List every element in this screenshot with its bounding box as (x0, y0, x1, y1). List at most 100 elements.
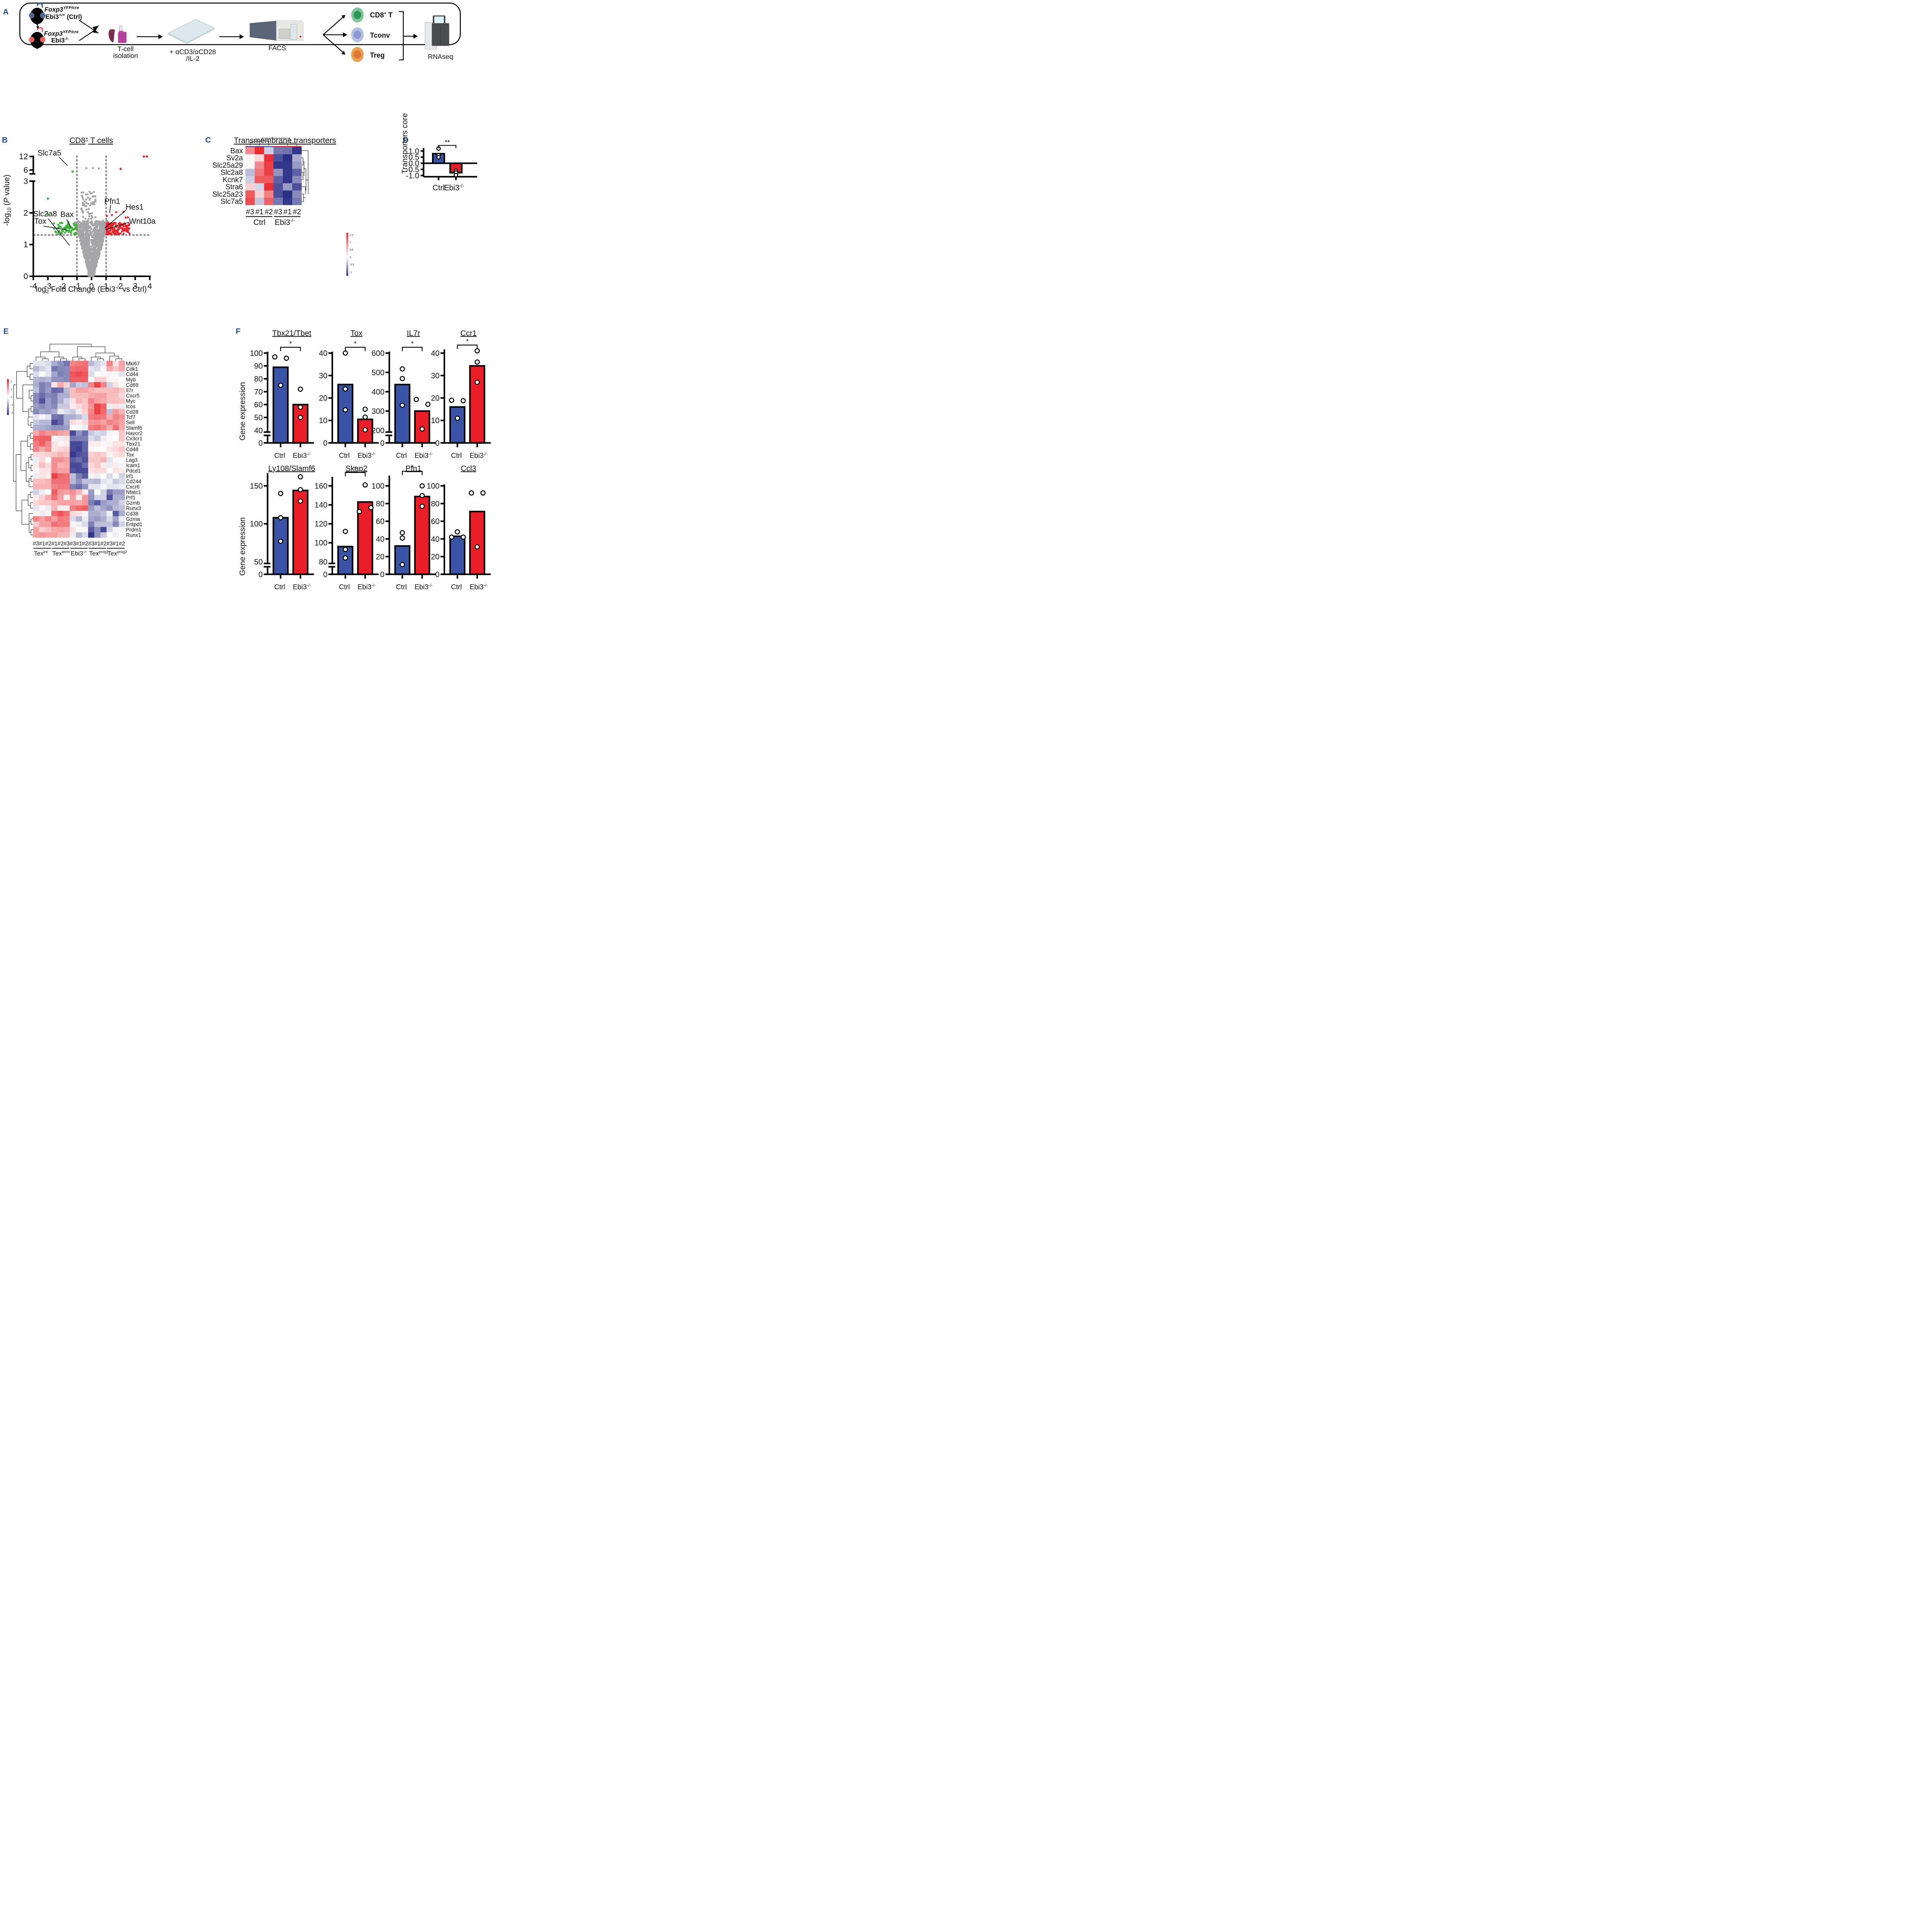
down-point (65, 227, 68, 230)
significance-label: * (354, 340, 357, 347)
heatmap-cell (106, 468, 113, 474)
y-tick-label: 50 (254, 558, 263, 566)
heatmap-cell (82, 527, 88, 532)
ns-point (88, 271, 90, 274)
ns-point (85, 250, 87, 252)
heatmap-cell (39, 420, 46, 425)
heatmap-cell (51, 398, 58, 404)
heatmap-cell (245, 147, 255, 155)
heatmap-cell (70, 511, 76, 517)
heatmap-cell (106, 511, 113, 517)
ns-point (95, 245, 97, 247)
up-point (126, 225, 128, 228)
ns-point (78, 233, 80, 236)
heatmap-cell (94, 516, 101, 522)
heatmap-cell (45, 425, 52, 431)
ns-point (92, 203, 94, 205)
ns-point (88, 199, 91, 201)
down-point (71, 228, 74, 231)
heatmap-cell (51, 430, 58, 436)
column-label: #1 (51, 541, 58, 547)
heatmap-cell (119, 516, 125, 522)
heatmap-cell (33, 500, 39, 506)
ns-point (86, 226, 88, 228)
heatmap-cell (100, 516, 107, 522)
heatmap-cell (100, 435, 107, 441)
heatmap-cell (33, 366, 39, 372)
data-point (400, 562, 405, 567)
heatmap-cell (70, 484, 76, 490)
heatmap-cell (88, 500, 95, 506)
heatmap-cell (112, 511, 119, 517)
x-tick-label: 1 (104, 282, 109, 291)
heatmap-cell (82, 377, 88, 383)
bar (469, 510, 485, 575)
y-axis-label-row2: Gene expression (238, 517, 247, 576)
ns-point (91, 212, 93, 214)
x-tick-label-base: Ebi3 (357, 452, 371, 459)
row-label: Slamf6 (126, 425, 142, 431)
ns-point (85, 252, 88, 254)
ns-point (84, 205, 87, 207)
heatmap-cell (39, 457, 46, 463)
heatmap-cell (106, 382, 113, 388)
heatmap-cell (100, 420, 107, 425)
ns-point (99, 227, 102, 230)
heatmap-cell (112, 484, 119, 490)
x-tick-label: Ebi3-/- (469, 452, 488, 459)
axis-break-gap (264, 432, 276, 435)
colorbar-tick-label: -2 (11, 412, 13, 414)
subplot-title: Ly108/Slamf6 (268, 464, 315, 473)
up-point (117, 228, 119, 231)
ns-point (88, 215, 90, 218)
heatmap-cell (88, 532, 95, 538)
ns-point (87, 266, 90, 269)
bar (292, 404, 309, 444)
y-tick-label: 80 (319, 558, 327, 566)
ns-point (86, 247, 88, 250)
heatmap-cell (51, 527, 58, 532)
heatmap-cell (88, 452, 95, 457)
ns-point (100, 222, 103, 224)
heatmap-cell (45, 463, 52, 468)
heatmap-cell (51, 516, 58, 522)
heatmap-cell (100, 398, 107, 404)
up-point (108, 230, 111, 233)
heatmap-cell (45, 478, 52, 484)
data-point (357, 509, 362, 514)
significance-bracket (402, 347, 423, 351)
heatmap-cell (57, 366, 64, 372)
heatmap-cell (119, 473, 125, 479)
ns-point (82, 242, 84, 244)
ns-point (102, 236, 104, 239)
heatmap-cell (119, 393, 125, 398)
heatmap-cell (51, 366, 58, 372)
heatmap-cell (57, 430, 64, 436)
bar (449, 406, 466, 444)
heatmap-cell (94, 382, 101, 388)
subplot-title: Ccl3 (461, 464, 476, 473)
heatmap-cell (264, 154, 274, 162)
ns-point (80, 191, 83, 194)
row-label: Cx3cr1 (126, 436, 143, 442)
heatmap-cell (57, 527, 64, 532)
row-label: Cdk1 (126, 366, 138, 372)
ns-point (97, 256, 99, 259)
heatmap-cell (106, 532, 113, 538)
heatmap-cell (88, 457, 95, 463)
heatmap-cell (45, 435, 52, 441)
heatmap-cell (57, 435, 64, 441)
row-label: Cd38 (126, 511, 138, 517)
ns-point (95, 252, 98, 255)
column-dendrogram (250, 138, 297, 146)
row-label: Runx3 (126, 505, 141, 511)
heatmap-cell (100, 452, 107, 457)
up-point (119, 221, 121, 224)
up-point (117, 233, 119, 235)
heatmap-cell (70, 452, 76, 457)
row-label: Cd69 (126, 382, 138, 388)
ns-point (95, 250, 98, 252)
y-tick-label: 6 (24, 166, 28, 175)
data-point (343, 350, 348, 356)
